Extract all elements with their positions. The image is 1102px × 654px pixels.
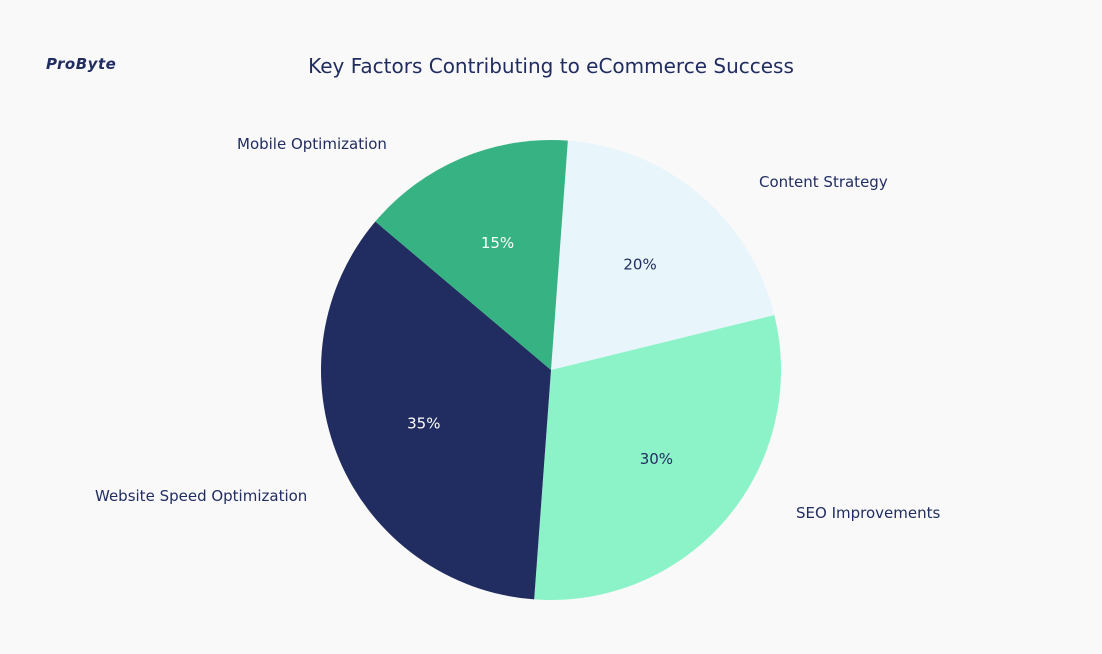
slice-label-website-speed: Website Speed Optimization — [95, 487, 308, 505]
chart-title: Key Factors Contributing to eCommerce Su… — [308, 54, 794, 78]
slice-label-mobile-optimization: Mobile Optimization — [237, 135, 387, 153]
pie-slice-content-strategy — [551, 140, 775, 370]
pie-slice-mobile-optimization — [375, 140, 568, 370]
pie-value-label: 15% — [481, 234, 514, 252]
pie-value-label: 30% — [640, 450, 673, 468]
pie-slice-seo-improvements — [534, 315, 781, 600]
pie-value-label: 35% — [407, 414, 440, 432]
probyte-logo: ProByte — [46, 55, 117, 73]
pie-value-label: 20% — [623, 256, 656, 274]
slice-label-seo-improvements: SEO Improvements — [796, 504, 941, 522]
pie-slice-website-speed-optimization — [321, 221, 551, 600]
slice-label-content-strategy: Content Strategy — [759, 173, 888, 191]
